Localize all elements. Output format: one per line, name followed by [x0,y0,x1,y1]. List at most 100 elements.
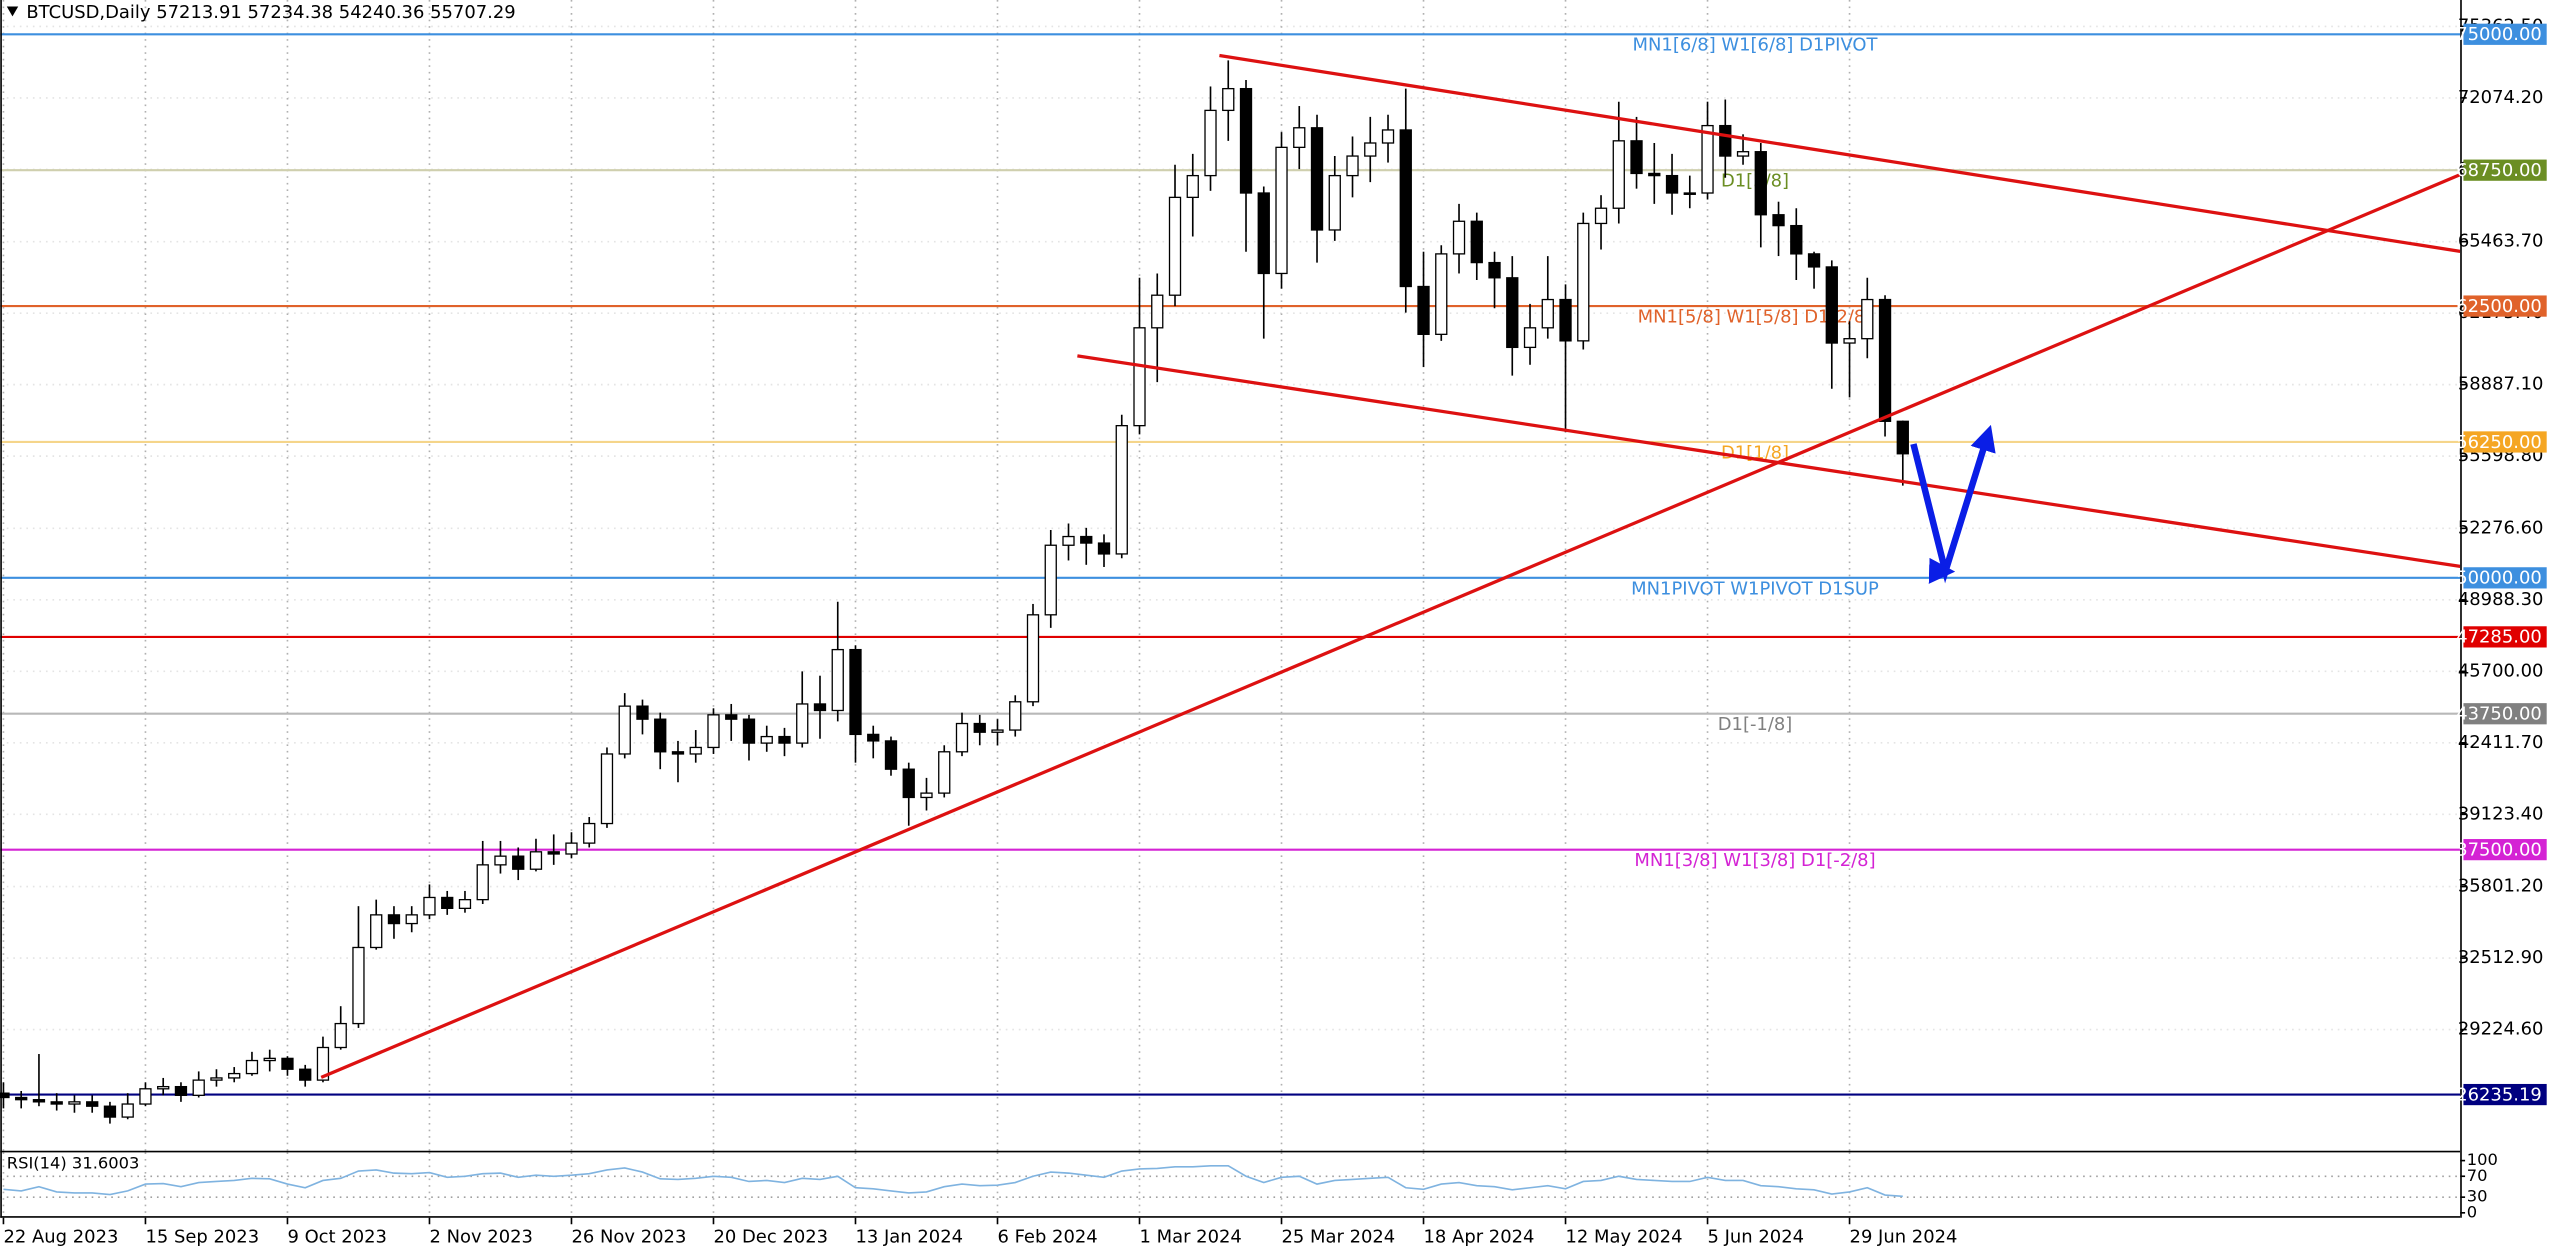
candle-body [1346,155,1359,177]
candle-body [1026,614,1040,703]
candle-body [1754,151,1767,216]
x-tick-label: 25 Mar 2024 [1282,1226,1396,1247]
price-axis-bg [2460,0,2560,1252]
level-box-label: 56250.00 [2456,432,2542,453]
candle-body [955,722,969,753]
candle-body [1115,425,1128,555]
y-tick-label: 39123.40 [2458,803,2544,824]
candle-body [139,1088,152,1105]
x-tick-label: 13 Jan 2024 [855,1226,963,1247]
level-box [2463,23,2547,45]
x-tick-label: 2 Nov 2023 [429,1226,532,1247]
level-box-label: 26235.19 [2456,1084,2542,1105]
candle-body [174,1085,188,1096]
x-tick-label: 29 Jun 2024 [1850,1226,1958,1247]
candle-body [1435,253,1448,335]
candle-body [458,898,472,909]
candle-body [1594,207,1608,225]
candle-body [725,714,738,720]
rsi-tick-label: 100 [2467,1150,2498,1169]
x-tick-label: 5 Jun 2024 [1708,1226,1804,1247]
candle-body [547,851,560,855]
level-text: D1[-1/8] [1718,714,1793,735]
rsi-title: RSI(14) 31.6003 [7,1153,140,1172]
level-text: MN1[5/8] W1[5/8] D1[2/8] [1638,306,1873,327]
trend-line [1077,354,2461,569]
y-tick-label: 35801.20 [2458,876,2544,897]
candle-body [796,703,809,744]
x-tick-label: 22 Aug 2023 [4,1226,119,1247]
candle-body [441,896,454,909]
y-tick-label: 29224.60 [2458,1019,2544,1040]
candle-body [1488,261,1501,279]
level-text: MN1PIVOT W1PIVOT D1SUP [1631,578,1879,599]
candle-body [1701,124,1714,194]
candle-body [1843,338,1856,344]
candle-body [387,914,401,925]
level-box-label: 43750.00 [2456,704,2542,725]
level-box-label: 68750.00 [2456,160,2542,181]
candle-body [1736,151,1750,157]
candle-body [1080,535,1093,544]
grid [0,0,2461,1217]
candle-body [991,729,1004,733]
candle-body [103,1105,117,1118]
candle-body [1790,224,1803,255]
candle-body [1470,220,1483,264]
trend-line [320,173,2461,1079]
rsi-line [3,1164,1903,1198]
level-box [2463,1083,2547,1106]
y-tick-label: 58887.10 [2458,374,2544,395]
candle-body [1364,142,1377,157]
level-box [2463,431,2547,453]
candle-body [192,1079,205,1096]
candle-body [565,842,578,855]
candle-body [210,1077,223,1081]
candle-body [86,1101,99,1107]
y-tick-label: 45700.00 [2458,660,2544,681]
candle-body [423,896,436,916]
candle-body [707,714,720,749]
x-tick-label: 18 Apr 2024 [1424,1226,1535,1247]
candle-body [1381,129,1395,144]
candle-body [973,722,986,733]
candle-body [476,864,489,901]
trendlines [3,53,2461,1198]
level-box-label: 62500.00 [2456,296,2542,317]
candle-body [760,735,773,744]
candle-body [583,822,596,844]
candle-body [50,1101,63,1105]
candle-body [1683,192,1696,195]
level-text: MN1[3/8] W1[3/8] D1[-2/8] [1634,850,1875,871]
candle-body [1275,146,1288,275]
candle-body [938,751,951,794]
candle-body [1168,196,1182,296]
y-tick-label: 65463.70 [2458,231,2544,252]
candle-body [778,735,791,744]
chart-header: BTCUSD,Daily 57213.91 57234.38 54240.36 … [26,2,515,23]
menu-triangle [6,6,19,17]
candle-body [334,1022,347,1049]
y-tick-label: 48988.30 [2458,589,2544,610]
candle-body [1186,174,1199,199]
candle-body [849,648,862,736]
level-box [2463,295,2547,317]
candle-body [1204,109,1217,177]
candle-body [1062,535,1075,546]
candle-body [1878,298,1892,422]
candle-body [1222,87,1235,112]
candle-body [370,914,383,949]
candle-body [157,1085,170,1090]
candle-body [512,855,525,870]
candles [0,60,1909,1124]
candle-body [636,705,649,720]
x-tick-label: 1 Mar 2024 [1140,1226,1242,1247]
candle-body [671,751,685,755]
candle-body [1665,174,1679,194]
candle-body [618,705,631,755]
candle-body [1399,129,1412,288]
y-tick-label: 42411.70 [2458,732,2544,753]
